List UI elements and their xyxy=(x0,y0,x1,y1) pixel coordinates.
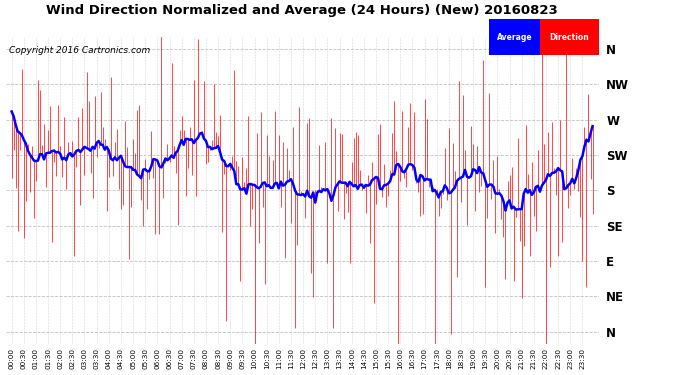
Text: Copyright 2016 Cartronics.com: Copyright 2016 Cartronics.com xyxy=(8,46,150,55)
Title: Wind Direction Normalized and Average (24 Hours) (New) 20160823: Wind Direction Normalized and Average (2… xyxy=(46,4,558,18)
